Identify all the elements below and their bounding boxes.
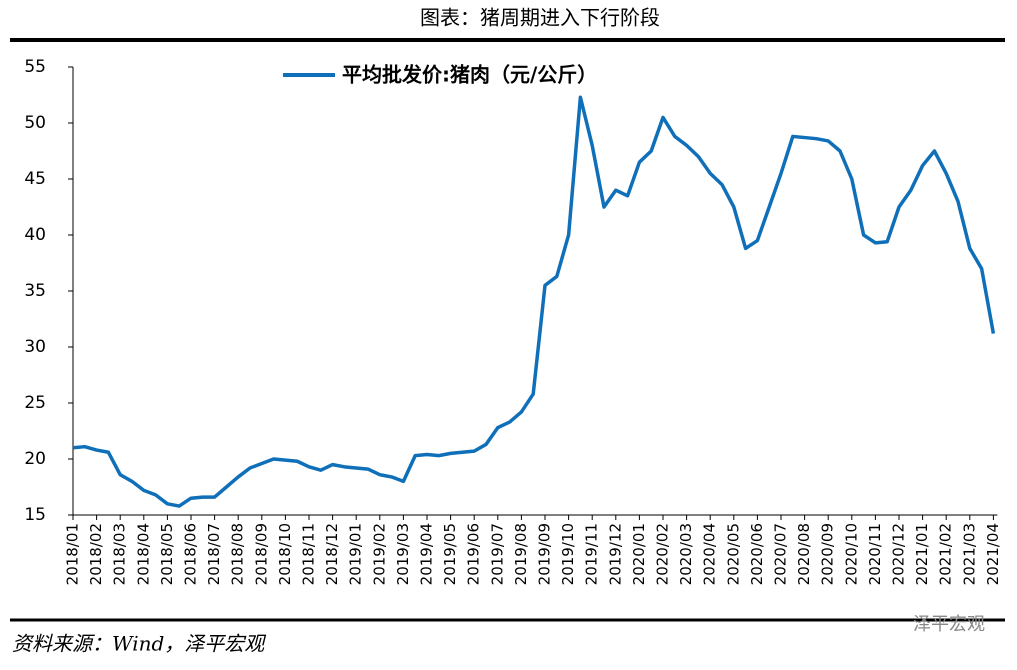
x-tick-label: 2019/10 <box>559 523 577 585</box>
x-tick-label: 2019/03 <box>394 523 412 585</box>
y-tick-label: 55 <box>24 57 46 77</box>
x-tick-label: 2019/04 <box>418 523 436 585</box>
y-tick-label: 45 <box>24 169 46 189</box>
x-tick-label: 2021/01 <box>913 523 931 585</box>
x-tick-label: 2018/02 <box>87 523 105 585</box>
x-tick-label: 2021/04 <box>984 523 1002 585</box>
x-tick-label: 2019/07 <box>488 523 506 585</box>
x-tick-label: 2019/06 <box>465 523 483 585</box>
x-tick-label: 2019/05 <box>441 523 459 585</box>
y-tick-label: 15 <box>24 505 46 525</box>
x-tick-label: 2020/01 <box>630 523 648 585</box>
source: 资料来源：Wind，泽平宏观 <box>12 632 266 656</box>
x-tick-label: 2021/03 <box>960 523 978 585</box>
legend-label: 平均批发价:猪肉（元/公斤） <box>342 63 597 87</box>
x-tick-label: 2019/09 <box>536 523 554 585</box>
x-tick-label: 2020/03 <box>677 523 695 585</box>
y-tick-label: 35 <box>24 281 46 301</box>
x-tick-label: 2020/09 <box>819 523 837 585</box>
x-tick-label: 2021/02 <box>937 523 955 585</box>
x-tick-label: 2020/08 <box>795 523 813 585</box>
y-tick-label: 40 <box>24 225 46 245</box>
x-tick-label: 2020/04 <box>701 523 719 585</box>
x-tick-label: 2020/12 <box>890 523 908 585</box>
x-tick-label: 2018/06 <box>182 523 200 585</box>
x-tick-label: 2018/09 <box>252 523 270 585</box>
x-tick-label: 2018/08 <box>229 523 247 585</box>
x-tick-label: 2018/12 <box>323 523 341 585</box>
x-tick-label: 2020/07 <box>772 523 790 585</box>
x-tick-label: 2019/11 <box>583 523 601 585</box>
x-tick-label: 2020/11 <box>866 523 884 585</box>
x-tick-label: 2018/05 <box>158 523 176 585</box>
y-tick-label: 25 <box>24 393 46 413</box>
x-tick-label: 2020/10 <box>842 523 860 585</box>
x-tick-label: 2018/01 <box>64 523 82 585</box>
x-tick-label: 2019/02 <box>370 523 388 585</box>
y-tick-label: 50 <box>24 113 46 133</box>
chart-title: 图表：猪周期进入下行阶段 <box>420 6 660 30</box>
watermark: 泽平宏观 <box>913 614 985 635</box>
x-tick-label: 2020/06 <box>748 523 766 585</box>
x-tick-label: 2018/10 <box>276 523 294 585</box>
x-tick-label: 2019/12 <box>606 523 624 585</box>
series-line <box>72 95 996 508</box>
x-tick-label: 2018/03 <box>111 523 129 585</box>
x-tick-label: 2020/05 <box>724 523 742 585</box>
x-tick-label: 2020/02 <box>654 523 672 585</box>
x-tick-label: 2018/11 <box>300 523 318 585</box>
x-tick-label: 2018/07 <box>205 523 223 585</box>
x-tick-label: 2019/08 <box>512 523 530 585</box>
x-tick-label: 2019/01 <box>347 523 365 585</box>
y-tick-label: 30 <box>24 337 46 357</box>
y-tick-label: 20 <box>24 449 46 469</box>
x-tick-label: 2018/04 <box>134 523 152 585</box>
